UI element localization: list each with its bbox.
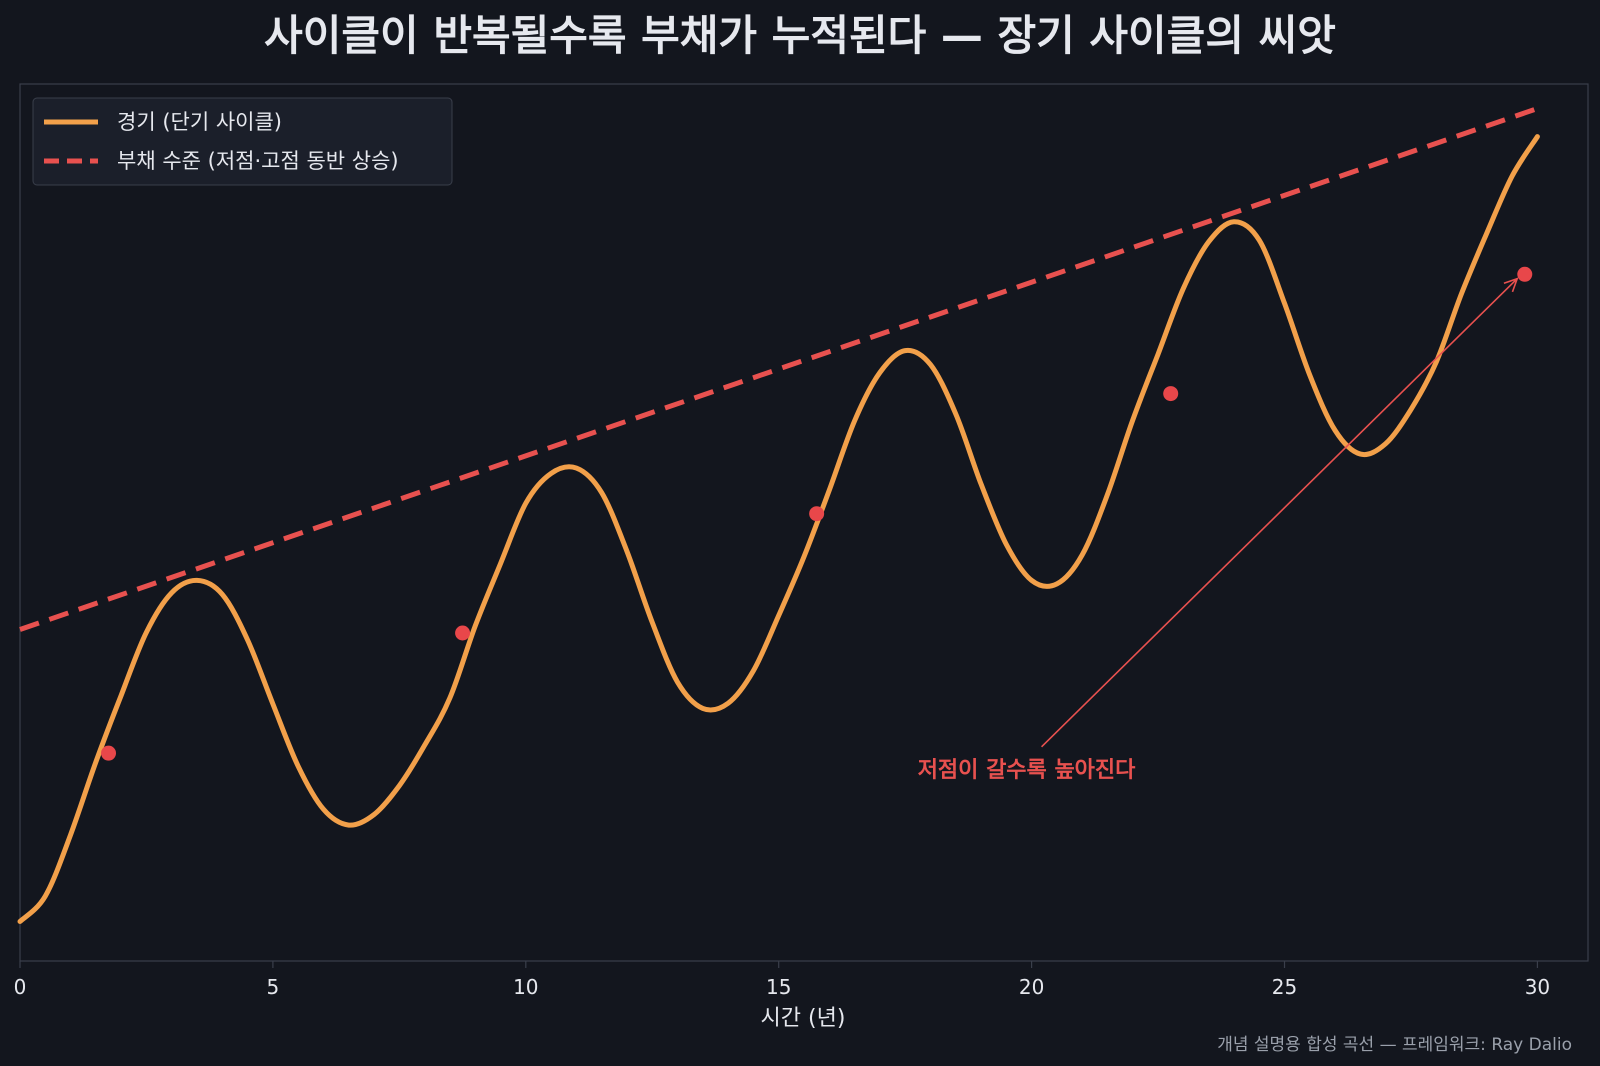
data-point-marker (455, 625, 471, 641)
legend-box (32, 97, 453, 186)
legend-label: 부채 수준 (저점·고점 동반 상승) (117, 149, 399, 173)
series-line-debt (19, 106, 1539, 632)
annotation-layer: 저점이 갈수록 높아진다 (918, 277, 1519, 783)
x-tick-label: 10 (513, 975, 538, 999)
data-point-marker (1517, 266, 1533, 282)
annotation-arrow-line (1040, 278, 1518, 748)
footnote: 개념 설명용 합성 곡선 — 프레임워크: Ray Dalio (1217, 1035, 1572, 1055)
data-point-marker (101, 745, 117, 761)
data-point-marker (1163, 386, 1179, 402)
data-point-marker (809, 506, 825, 522)
legend: 경기 (단기 사이클) 부채 수준 (저점·고점 동반 상승) (32, 97, 453, 186)
x-axis-label: 시간 (년) (761, 1006, 846, 1031)
annotation-arrow-head (1503, 277, 1519, 293)
plot-frame (19, 83, 1589, 962)
x-tick-label: 5 (267, 975, 280, 999)
x-axis-ticks: 0 5 10 15 20 25 30 (14, 961, 1550, 999)
x-tick-label: 0 (14, 975, 27, 999)
annotation-text: 저점이 갈수록 높아진다 (918, 758, 1136, 783)
legend-label: 경기 (단기 사이클) (117, 110, 282, 134)
plot-border (19, 83, 1589, 962)
x-tick-label: 15 (766, 975, 791, 999)
x-tick-label: 30 (1525, 975, 1550, 999)
x-tick-label: 20 (1019, 975, 1044, 999)
chart-title: 사이클이 반복될수록 부채가 누적된다 — 장기 사이클의 씨앗 (264, 11, 1336, 60)
x-tick-label: 25 (1272, 975, 1297, 999)
series-line-economy (17, 134, 1540, 924)
marker-layer (101, 266, 1533, 761)
series-layer (17, 106, 1540, 924)
